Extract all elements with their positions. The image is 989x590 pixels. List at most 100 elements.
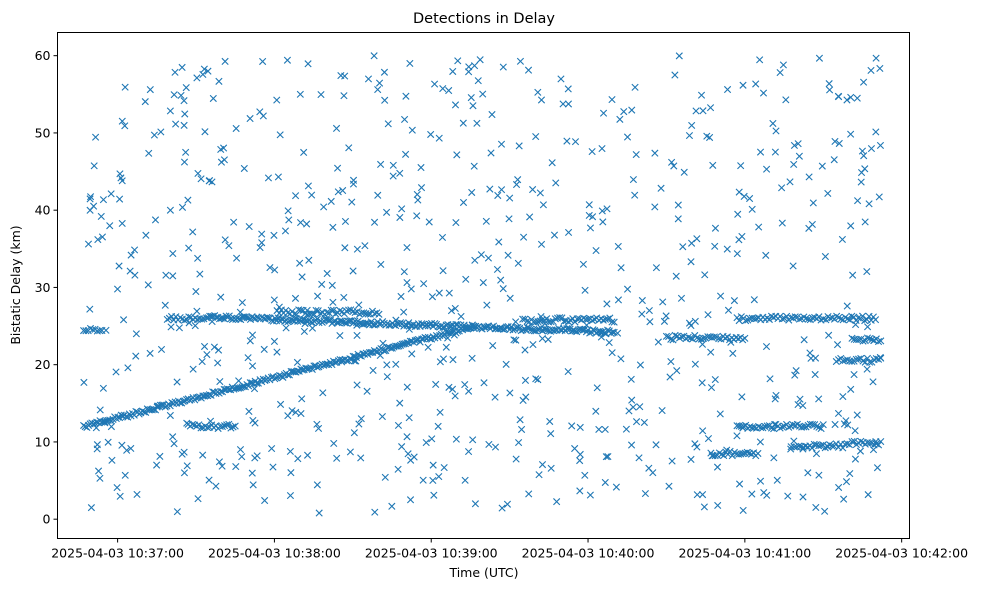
segment-point [848, 357, 856, 366]
clutter-point [157, 345, 166, 353]
track-point [577, 325, 586, 334]
clutter-point [444, 334, 452, 342]
clutter-point [407, 456, 415, 464]
segment-point [830, 315, 839, 323]
clutter-point [581, 471, 589, 479]
clutter-point [339, 186, 347, 195]
clutter-point [314, 292, 322, 300]
clutter-point [98, 233, 107, 241]
clutter-point [571, 444, 579, 453]
clutter-point [872, 54, 880, 62]
clutter-point [516, 416, 524, 424]
clutter-point [585, 211, 593, 220]
clutter-point [438, 233, 447, 242]
clutter-point [875, 193, 883, 201]
clutter-point [687, 455, 695, 463]
clutter-point [208, 317, 216, 326]
segment-point [763, 422, 771, 430]
clutter-point [499, 63, 507, 71]
clutter-point [723, 85, 732, 94]
clutter-point [281, 227, 290, 235]
clutter-point [166, 411, 174, 420]
clutter-point [869, 446, 878, 454]
clutter-point [799, 493, 807, 501]
x-tick-label: 2025-04-03 10:40:00 [522, 546, 655, 561]
clutter-point [766, 375, 774, 383]
clutter-point [341, 244, 349, 252]
clutter-point [613, 329, 622, 337]
segment-point [188, 420, 197, 429]
clutter-point [181, 110, 189, 118]
clutter-point [486, 185, 494, 193]
clutter-point [824, 443, 832, 451]
clutter-point [667, 357, 675, 366]
clutter-point [532, 132, 540, 141]
clutter-point [169, 433, 177, 441]
clutter-point [459, 198, 468, 207]
clutter-point [180, 121, 188, 129]
segment-point [813, 422, 821, 430]
clutter-point [564, 85, 572, 93]
clutter-point [405, 414, 413, 422]
clutter-point [130, 246, 139, 254]
clutter-point [849, 271, 857, 279]
clutter-point [739, 506, 747, 514]
clutter-point [851, 455, 860, 463]
clutter-point [417, 163, 425, 172]
clutter-point [867, 66, 875, 75]
clutter-point [258, 230, 266, 238]
clutter-point [132, 352, 140, 360]
clutter-point [654, 338, 662, 346]
clutter-point [178, 63, 186, 71]
clutter-point [698, 379, 706, 387]
clutter-point [665, 482, 673, 490]
clutter-point [679, 243, 687, 251]
clutter-point [323, 269, 331, 278]
clutter-point [724, 306, 733, 314]
segment-point [742, 317, 750, 325]
clutter-point [445, 383, 453, 391]
clutter-point [153, 402, 162, 410]
clutter-point [815, 54, 824, 62]
segment-point [519, 315, 527, 323]
clutter-point [194, 169, 202, 178]
clutter-point [680, 168, 688, 176]
clutter-point [157, 128, 165, 136]
clutter-point [598, 207, 606, 215]
clutter-point [288, 407, 296, 415]
clutter-point [80, 378, 88, 386]
clutter-point [225, 242, 233, 250]
segment-point [82, 327, 90, 335]
clutter-point [729, 349, 737, 357]
segment-point [604, 315, 612, 323]
clutter-point [141, 98, 149, 106]
clutter-point [435, 134, 443, 142]
clutter-point [671, 71, 679, 79]
segment-point [180, 316, 189, 324]
clutter-point [547, 430, 555, 438]
track-point [238, 383, 246, 391]
clutter-point [707, 383, 716, 392]
segment-point [863, 315, 871, 324]
clutter-point [353, 245, 362, 253]
clutter-point [603, 300, 611, 308]
clutter-point [709, 161, 717, 169]
clutter-point [773, 476, 781, 484]
clutter-point [831, 420, 839, 429]
clutter-point [274, 173, 282, 181]
segment-point [759, 424, 767, 432]
track-point [148, 406, 156, 414]
clutter-point [245, 407, 253, 415]
clutter-point [425, 218, 433, 226]
clutter-point [382, 208, 391, 216]
clutter-point [248, 362, 257, 370]
clutter-point [657, 184, 665, 192]
clutter-point [593, 384, 601, 392]
clutter-point [465, 68, 473, 76]
clutter-point [193, 307, 201, 315]
x-tick-label: 2025-04-03 10:39:00 [365, 546, 498, 561]
clutter-point [215, 77, 223, 85]
clutter-point [369, 366, 377, 375]
clutter-point [298, 273, 306, 281]
